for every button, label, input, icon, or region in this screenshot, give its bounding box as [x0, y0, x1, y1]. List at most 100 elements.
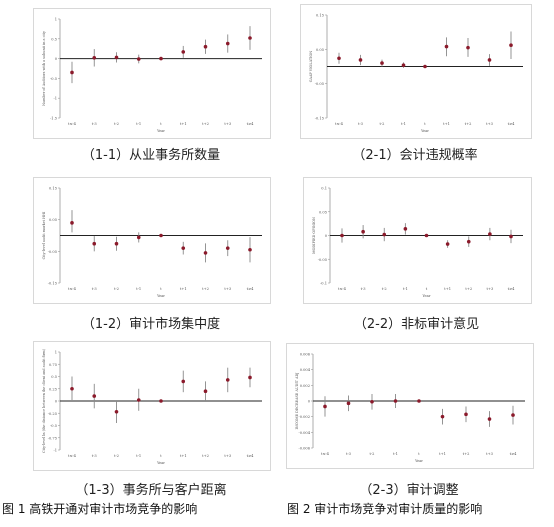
y-tick-label: -0.05	[315, 82, 325, 86]
data-point	[445, 242, 450, 246]
data-point	[380, 61, 384, 65]
x-tick-label: t-1	[136, 287, 141, 291]
data-point	[136, 398, 141, 402]
chart-svg-1-2: 0.15 0.05 -0.05 -0.15 City-level audit marke…	[42, 187, 262, 298]
x-tick-label: t	[418, 452, 420, 456]
y-tick-label: -1	[53, 449, 57, 453]
data-point	[511, 413, 515, 417]
x-tick-label: t-3	[346, 452, 352, 456]
x-tick-label: t+3	[224, 122, 231, 126]
y-tick-label: 0.004	[300, 368, 311, 372]
y-tick-label: -1.5	[50, 117, 58, 121]
x-tick-label: t+1	[180, 454, 187, 458]
data-point	[340, 233, 344, 238]
y-tick-label: -0.5	[50, 424, 58, 428]
x-tick-label: t+2	[202, 122, 209, 126]
x-tick-label: t+1	[180, 287, 187, 291]
x-tick-label: t-2	[114, 454, 119, 458]
data-point	[323, 404, 327, 409]
data-point	[159, 56, 163, 61]
data-point	[423, 64, 427, 69]
x-axis-label: Year	[156, 129, 165, 133]
data-point	[337, 56, 341, 61]
data-point	[70, 386, 74, 391]
x-tick-label: t	[160, 287, 162, 291]
x-tick-label: t-3	[358, 122, 364, 126]
data-point	[370, 399, 374, 404]
x-tick-label: t+2	[465, 122, 472, 126]
y-axis-label: INCOME DECREASE AUDIT ADJ	[295, 372, 299, 430]
x-tick-label: t	[160, 454, 162, 458]
data-point	[424, 233, 429, 238]
x-tick-label: t-2	[370, 452, 375, 456]
data-point	[225, 41, 230, 46]
data-point	[248, 375, 252, 380]
x-tick-label: t+1	[444, 287, 451, 291]
y-tick-label: 0.5	[51, 37, 57, 41]
x-axis-label: Year	[156, 461, 165, 465]
x-tick-label: t≥4	[247, 454, 254, 458]
data-point	[92, 241, 97, 246]
x-tick-label: t-1	[403, 287, 408, 291]
data-point	[464, 412, 468, 417]
x-tick-label: t≥4	[508, 122, 515, 126]
data-point	[70, 70, 74, 75]
data-point	[225, 378, 230, 382]
x-tick-label: t+1	[180, 122, 187, 126]
data-point	[444, 44, 449, 49]
x-axis-label: Year	[414, 459, 423, 463]
x-tick-label: t-3	[361, 287, 367, 291]
caption-2-2: （2-2）非标审计意见	[353, 317, 480, 332]
data-point	[466, 45, 470, 50]
chart-svg-2-2: 0.1 0.05 0 -0.05 -0.1 MODIFIED OPINION t≤-4 t-3…	[312, 187, 523, 298]
data-point	[203, 389, 208, 393]
x-tick-label: t-2	[114, 122, 119, 126]
data-point	[403, 227, 408, 231]
data-point	[487, 58, 492, 62]
x-tick-label: t≤-4	[321, 452, 330, 456]
chart-panel-2-3: 0.006 0.004 0.002 0 -0.002 -0.004 -0.006 INCOME…	[286, 343, 534, 469]
caption-1-1: （1-1）从业事务所数量	[81, 148, 221, 163]
y-tick-label: -1	[53, 97, 57, 101]
data-point	[401, 63, 406, 67]
data-point	[466, 239, 471, 244]
y-tick-label: 0	[308, 400, 311, 404]
data-point	[488, 232, 492, 236]
y-tick-label: -0.05	[48, 250, 58, 254]
chart-panel-1-1: 1 0.5 0 -0.5 -1 -1.5 Number of Auditors with a…	[33, 8, 271, 139]
y-tick-label: 0.15	[316, 14, 325, 18]
y-axis-label: MODIFIED OPINION	[312, 217, 316, 254]
y-axis-label: City-level ln (the distance between the …	[42, 348, 46, 453]
data-point	[136, 235, 141, 240]
y-tick-label: 0.05	[316, 48, 325, 52]
data-point	[159, 233, 163, 238]
caption-1-3: （1-3）事务所与客户距离	[75, 483, 227, 498]
x-tick-label: t≤-4	[338, 287, 347, 291]
y-tick-label: -0.15	[48, 282, 58, 286]
x-tick-label: t+1	[439, 452, 446, 456]
y-tick-label: -0.15	[315, 117, 325, 121]
data-point	[181, 246, 186, 250]
x-tick-label: t-2	[382, 287, 387, 291]
chart-panel-1-2: 0.15 0.05 -0.05 -0.15 City-level audit marke…	[33, 177, 271, 304]
data-point	[417, 399, 421, 403]
x-tick-label: t-3	[92, 287, 98, 291]
x-tick-label: t	[160, 122, 162, 126]
x-tick-label: t≤-4	[68, 287, 77, 291]
x-tick-label: t+3	[224, 287, 231, 291]
data-point	[181, 379, 186, 384]
x-tick-label: t≤-4	[68, 122, 77, 126]
data-point	[509, 234, 513, 239]
x-tick-label: t+3	[487, 287, 494, 291]
x-tick-label: t≥4	[510, 452, 517, 456]
data-point	[382, 232, 387, 237]
x-tick-label: t≥4	[247, 122, 254, 126]
x-tick-label: t-1	[393, 452, 398, 456]
caption-2-1: （2-1）会计违规概率	[352, 148, 478, 163]
x-tick-label: t-1	[401, 122, 406, 126]
x-tick-label: t≤-4	[68, 454, 77, 458]
x-tick-label: t+3	[486, 122, 493, 126]
y-tick-label: -0.5	[50, 77, 58, 81]
y-axis-label: GAAP VIOLATION	[309, 51, 313, 82]
y-tick-label: -0.25	[48, 412, 58, 416]
